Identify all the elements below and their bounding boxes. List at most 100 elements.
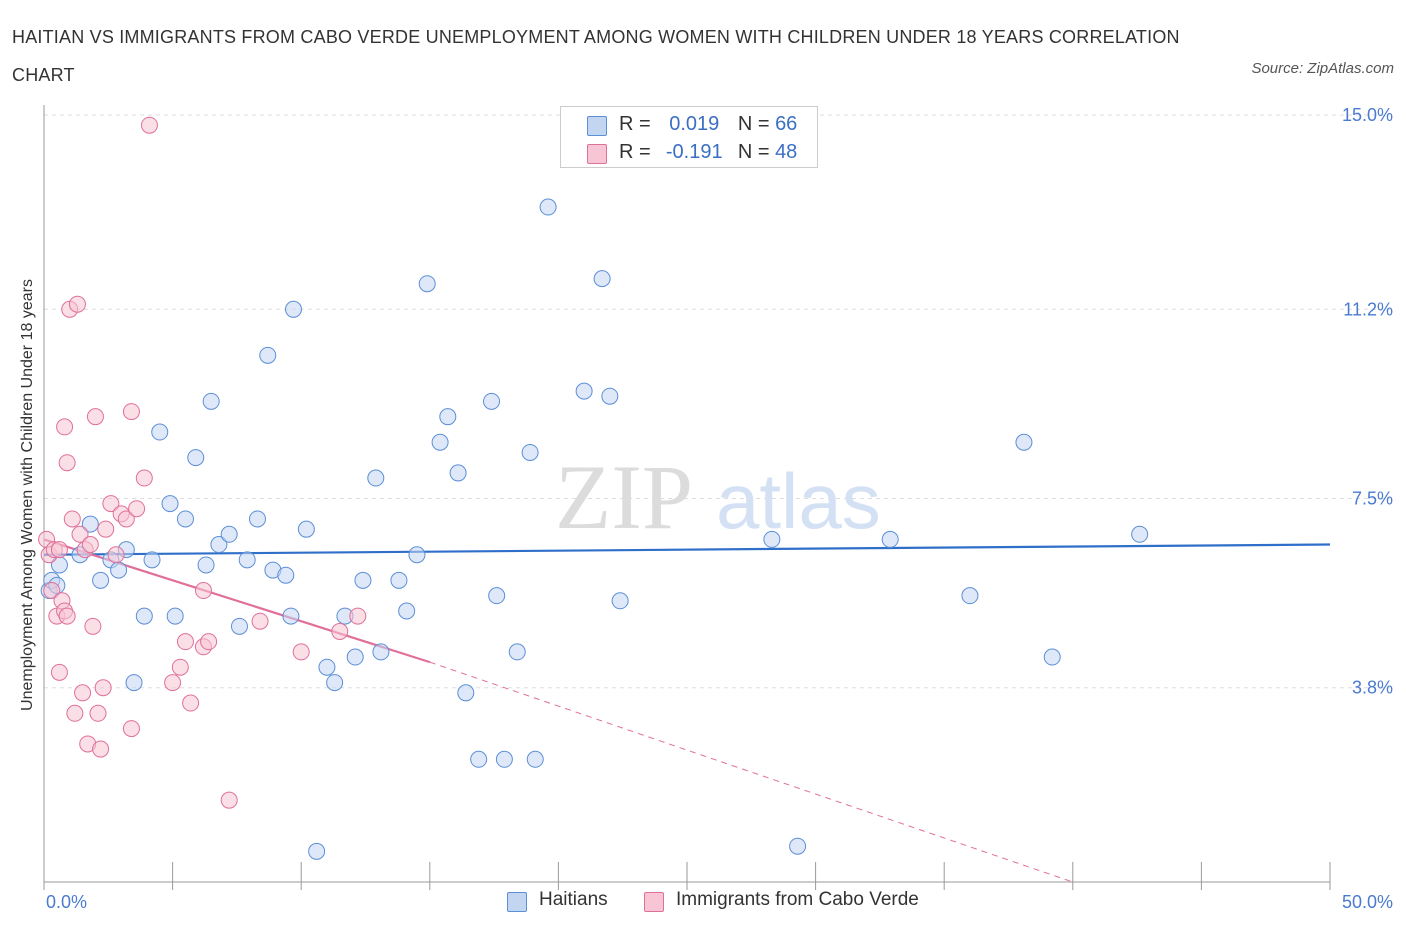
gridlines (44, 114, 1390, 689)
point-haitians (539, 198, 557, 216)
point-haitians (151, 423, 169, 441)
point-haitians (593, 270, 611, 288)
point-haitians (110, 561, 128, 579)
point-caboverde (63, 510, 81, 528)
legend-n-label: N = (737, 141, 770, 163)
point-caboverde (66, 704, 84, 722)
point-haitians (166, 607, 184, 625)
trend-extension-caboverde (429, 661, 1073, 883)
point-caboverde (200, 633, 218, 651)
point-haitians (470, 750, 488, 768)
point-haitians (521, 443, 539, 461)
point-haitians (284, 300, 302, 318)
point-haitians (439, 408, 457, 426)
point-caboverde (107, 546, 125, 564)
point-haitians (390, 571, 408, 589)
point-caboverde (50, 541, 68, 559)
y-tick-label: 11.2% (1343, 299, 1393, 319)
point-caboverde (171, 658, 189, 676)
point-haitians (526, 750, 544, 768)
point-caboverde (92, 740, 110, 758)
point-caboverde (117, 510, 135, 528)
point-haitians (220, 525, 238, 543)
point-haitians (125, 674, 143, 692)
point-haitians (202, 392, 220, 410)
point-caboverde (331, 622, 349, 640)
point-haitians (176, 510, 194, 528)
point-caboverde (86, 408, 104, 426)
point-caboverde (194, 582, 212, 600)
point-haitians (277, 566, 295, 584)
point-caboverde (128, 500, 146, 518)
point-caboverde (56, 418, 74, 436)
legend-r-haitians: 0.019 (669, 113, 720, 135)
point-haitians (135, 607, 153, 625)
point-haitians (418, 275, 436, 293)
point-haitians (354, 571, 372, 589)
point-caboverde (220, 791, 238, 809)
point-caboverde (97, 520, 115, 538)
point-haitians (197, 556, 215, 574)
point-haitians (881, 530, 899, 548)
point-haitians (372, 643, 390, 661)
legend-r-caboverde: -0.191 (665, 141, 723, 163)
point-caboverde (140, 116, 158, 134)
legend-swatch-haitians (507, 892, 527, 912)
watermark-zip: ZIP (555, 446, 693, 548)
point-haitians (508, 643, 526, 661)
legend-label-haitians: Haitians (539, 889, 608, 910)
point-caboverde (81, 536, 99, 554)
point-haitians (789, 837, 807, 855)
legend-r-label: R = (619, 141, 651, 163)
point-haitians (238, 551, 256, 569)
point-caboverde (135, 469, 153, 487)
point-caboverde (102, 495, 120, 513)
point-haitians (1131, 525, 1149, 543)
point-caboverde (251, 612, 269, 630)
point-haitians (81, 515, 99, 533)
point-haitians (488, 587, 506, 605)
point-haitians (408, 546, 426, 564)
point-caboverde (43, 582, 61, 600)
point-caboverde (94, 679, 112, 697)
point-haitians (210, 536, 228, 554)
point-caboverde (292, 643, 310, 661)
watermark: ZIP atlas (555, 446, 881, 548)
tick-labels: 3.8% 7.5% 11.2% 15.0% 0.0% 50.0% (46, 105, 1393, 912)
point-caboverde (71, 525, 89, 543)
point-haitians (308, 842, 326, 860)
point-haitians (1043, 648, 1061, 666)
point-caboverde (84, 617, 102, 635)
point-haitians (282, 607, 300, 625)
point-caboverde (50, 663, 68, 681)
point-haitians (601, 387, 619, 405)
axes (43, 105, 1331, 890)
point-caboverde (68, 295, 86, 313)
point-caboverde (349, 607, 367, 625)
point-haitians (398, 602, 416, 620)
trend-line-caboverde (43, 538, 431, 664)
point-haitians (161, 495, 179, 513)
legend-swatch-haitians (587, 116, 607, 136)
point-haitians (763, 530, 781, 548)
point-haitians (297, 520, 315, 538)
source-label: Source: ZipAtlas.com (1251, 60, 1394, 77)
chart-title: HAITIAN VS IMMIGRANTS FROM CABO VERDE UN… (12, 27, 1180, 85)
y-tick-label: 3.8% (1352, 678, 1393, 698)
point-caboverde (74, 684, 92, 702)
point-caboverde (176, 633, 194, 651)
point-caboverde (122, 720, 140, 738)
point-haitians (457, 684, 475, 702)
y-tick-label: 7.5% (1352, 489, 1393, 509)
point-haitians (367, 469, 385, 487)
point-haitians (1015, 433, 1033, 451)
trend-lines (43, 538, 1331, 883)
point-haitians (495, 750, 513, 768)
stats-legend: R = 0.019 N = 66 R = -0.191 N = 48 (560, 106, 818, 168)
y-tick-label: 15.0% (1342, 105, 1393, 125)
point-haitians (483, 392, 501, 410)
data-points (38, 116, 1149, 860)
point-caboverde (58, 454, 76, 472)
point-haitians (449, 464, 467, 482)
